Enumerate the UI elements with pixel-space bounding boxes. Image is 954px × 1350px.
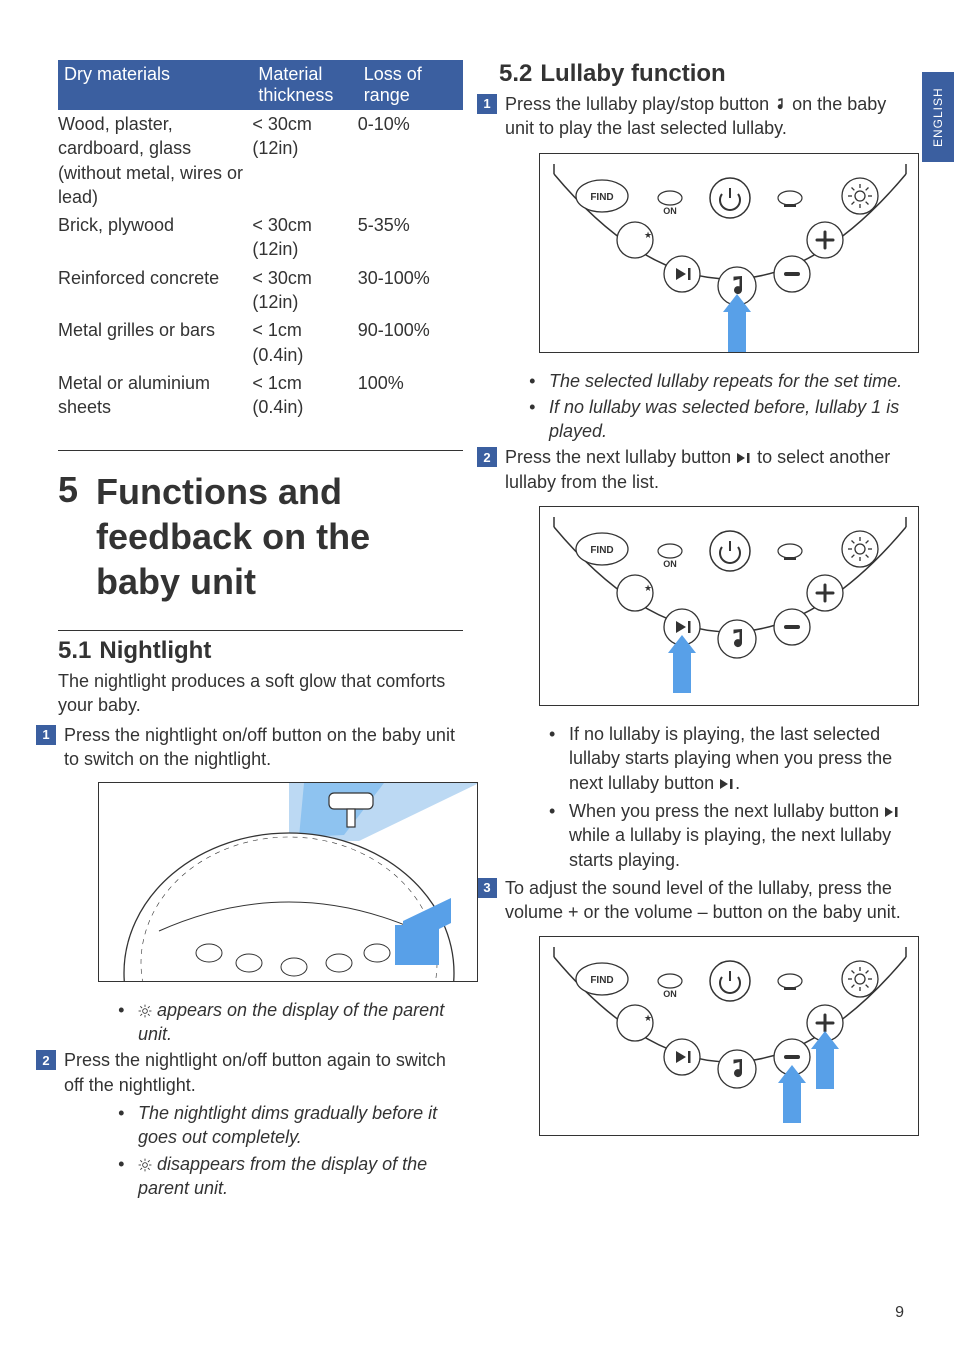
lullaby-after2-bullets: If no lullaby is playing, the last selec… <box>499 722 904 872</box>
svg-text:ON: ON <box>663 989 677 999</box>
step-2-text: Press the next lullaby button to select … <box>505 445 904 494</box>
materials-table: Dry materials Material thickness Loss of… <box>58 60 463 422</box>
next-icon <box>884 806 900 818</box>
section-number: 5.2 <box>499 60 532 87</box>
svg-text:FIND: FIND <box>590 192 613 203</box>
section-number: 5.1 <box>58 637 91 664</box>
bullet-text: disappears from the display of the paren… <box>138 1154 427 1198</box>
bullet-text: The selected lullaby repeats for the set… <box>549 371 902 391</box>
svg-text:★: ★ <box>644 1013 652 1023</box>
page-number: 9 <box>895 1304 904 1322</box>
bullet-text: If no lullaby was selected before, lulla… <box>549 397 899 441</box>
cell-material: Metal grilles or bars <box>58 320 215 340</box>
figure-nightlight <box>98 782 478 982</box>
table-row: Metal or aluminium sheets < 1cm (0.4in) … <box>58 369 463 422</box>
cell-loss: 5-35% <box>358 215 410 235</box>
cell-material: Reinforced concrete <box>58 268 219 288</box>
left-column: Dry materials Material thickness Loss of… <box>58 60 463 1202</box>
lullaby-step-3: 3 To adjust the sound level of the lulla… <box>477 876 904 925</box>
table-row: Wood, plaster, cardboard, glass (without… <box>58 110 463 211</box>
figure-panel-lullaby-play: FIND ON ★ <box>539 153 919 353</box>
sun-icon <box>138 1158 152 1172</box>
svg-text:FIND: FIND <box>590 975 613 986</box>
list-item: disappears from the display of the paren… <box>118 1152 463 1201</box>
right-column: 5.2Lullaby function 1 Press the lullaby … <box>499 60 904 1202</box>
language-tab: ENGLISH <box>922 72 954 162</box>
section-5-1-heading: 5.1 Nightlight <box>58 637 463 665</box>
step-3-text: To adjust the sound level of the lullaby… <box>505 876 904 925</box>
step-badge-3: 3 <box>477 878 497 898</box>
cell-loss: 0-10% <box>358 114 410 134</box>
svg-text:★: ★ <box>644 230 652 240</box>
table-row: Brick, plywood < 30cm (12in) 5-35% <box>58 211 463 264</box>
step-badge-1: 1 <box>477 94 497 114</box>
step-badge-1: 1 <box>36 725 56 745</box>
divider <box>58 450 463 451</box>
step-1-text: Press the nightlight on/off button on th… <box>64 723 463 772</box>
bullet-text: The nightlight dims gradually before it … <box>138 1103 437 1147</box>
table-row: Reinforced concrete < 30cm (12in) 30-100… <box>58 264 463 317</box>
lullaby-step-2: 2 Press the next lullaby button to selec… <box>477 445 904 494</box>
table-row: Metal grilles or bars < 1cm (0.4in) 90-1… <box>58 316 463 369</box>
svg-text:FIND: FIND <box>590 545 613 556</box>
table-header-row: Dry materials Material thickness Loss of… <box>58 60 463 110</box>
th-thickness: Material thickness <box>252 60 357 110</box>
section-title: Lullaby function <box>540 60 725 87</box>
step-badge-2: 2 <box>477 447 497 467</box>
divider <box>58 630 463 631</box>
list-item: If no lullaby is playing, the last selec… <box>549 722 904 795</box>
th-material: Dry materials <box>58 60 252 110</box>
step-1-text: Press the lullaby play/stop button on th… <box>505 92 904 141</box>
cell-material: Wood, plaster, cardboard, glass (without… <box>58 114 243 207</box>
section-title: Nightlight <box>99 637 211 664</box>
chapter-heading: 5 Functions and feedback on the baby uni… <box>58 469 463 604</box>
cell-thickness: < 30cm (12in) <box>252 268 312 312</box>
cell-material: Brick, plywood <box>58 215 174 235</box>
nightlight-result-bullets: appears on the display of the parent uni… <box>58 998 463 1047</box>
cell-thickness: < 30cm (12in) <box>252 114 312 158</box>
step-badge-2: 2 <box>36 1050 56 1070</box>
cell-material: Metal or aluminium sheets <box>58 373 210 417</box>
cell-loss: 30-100% <box>358 268 430 288</box>
bullet-text: appears on the display of the parent uni… <box>138 1000 444 1044</box>
next-icon <box>719 778 735 790</box>
cell-loss: 90-100% <box>358 320 430 340</box>
cell-thickness: < 1cm (0.4in) <box>252 320 303 364</box>
th-loss: Loss of range <box>358 60 463 110</box>
figure-panel-lullaby-next: FIND ON ★ <box>539 506 919 706</box>
step-2-text: Press the nightlight on/off button again… <box>64 1048 463 1097</box>
svg-text:★: ★ <box>644 583 652 593</box>
next-icon <box>736 452 752 464</box>
step2-bullets: The nightlight dims gradually before it … <box>58 1101 463 1200</box>
lullaby-step-1: 1 Press the lullaby play/stop button on … <box>477 92 904 141</box>
step-1: 1 Press the nightlight on/off button on … <box>36 723 463 772</box>
svg-text:ON: ON <box>663 206 677 216</box>
section-5-2-heading: 5.2 Lullaby function <box>499 60 904 88</box>
sun-icon <box>138 1004 152 1018</box>
music-note-icon <box>774 97 787 112</box>
list-item: appears on the display of the parent uni… <box>118 998 463 1047</box>
cell-thickness: < 30cm (12in) <box>252 215 312 259</box>
section-5-1-intro: The nightlight produces a soft glow that… <box>58 669 463 718</box>
chapter-number: 5 <box>58 469 78 511</box>
lullaby-after1-bullets: The selected lullaby repeats for the set… <box>499 369 904 444</box>
figure-panel-lullaby-volume: FIND ON ★ <box>539 936 919 1136</box>
chapter-title: Functions and feedback on the baby unit <box>96 469 463 604</box>
list-item: When you press the next lullaby button w… <box>549 799 904 872</box>
cell-thickness: < 1cm (0.4in) <box>252 373 303 417</box>
list-item: If no lullaby was selected before, lulla… <box>529 395 904 444</box>
list-item: The nightlight dims gradually before it … <box>118 1101 463 1150</box>
cell-loss: 100% <box>358 373 404 393</box>
svg-text:ON: ON <box>663 559 677 569</box>
step-2: 2 Press the nightlight on/off button aga… <box>36 1048 463 1097</box>
list-item: The selected lullaby repeats for the set… <box>529 369 904 393</box>
